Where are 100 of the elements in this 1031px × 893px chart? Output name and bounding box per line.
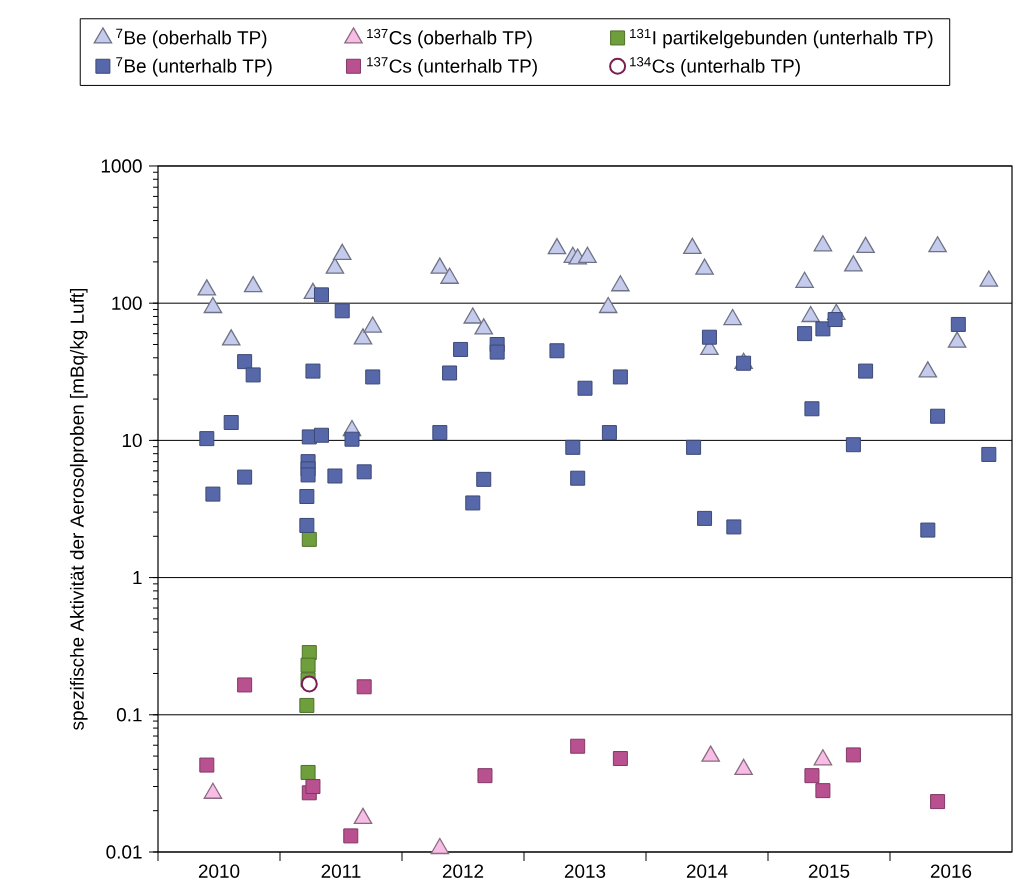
point (920, 522, 936, 538)
legend-label: $^{137}$Cs (unterhalb TP) (367, 57, 537, 77)
point (570, 470, 586, 486)
point (598, 296, 618, 314)
point (578, 246, 597, 263)
legend-label: $^{7}$Be (unterhalb TP) (116, 57, 272, 77)
x-tick-label: 2010 (198, 864, 240, 878)
point (856, 236, 875, 254)
point (463, 307, 483, 324)
point (918, 361, 938, 378)
point (237, 469, 253, 485)
point (947, 331, 967, 348)
point (305, 363, 321, 379)
point (245, 367, 261, 383)
point (305, 779, 321, 795)
point (547, 237, 567, 255)
point (300, 675, 318, 693)
point (223, 415, 239, 430)
point (363, 316, 383, 333)
point (300, 764, 316, 780)
point (701, 329, 717, 345)
point (300, 657, 316, 673)
point (950, 316, 966, 332)
point (795, 271, 814, 288)
point (465, 495, 481, 511)
y-tick-label: 0.01 (106, 845, 142, 859)
point (365, 369, 381, 385)
point (440, 267, 459, 284)
point (804, 768, 820, 784)
x-tick-label: 2013 (564, 864, 606, 878)
y-tick-label: 1000 (101, 159, 142, 173)
x-tick-label: 2015 (808, 864, 850, 878)
point (356, 464, 372, 480)
point (845, 747, 861, 763)
x-tick-label: 2011 (321, 864, 361, 878)
y-tick-label: 1 (133, 571, 142, 585)
legend-label: $^{137}$Cs (oberhalb TP) (367, 28, 532, 49)
point (683, 237, 702, 254)
point (686, 439, 702, 455)
point (353, 328, 373, 345)
point (343, 828, 359, 844)
point (489, 344, 505, 360)
point (549, 343, 565, 359)
point (726, 519, 742, 535)
point (299, 697, 315, 713)
point (827, 312, 843, 328)
point (928, 236, 947, 253)
point (205, 486, 221, 502)
point (601, 425, 617, 441)
point (844, 255, 863, 272)
point (801, 305, 821, 323)
point (845, 437, 861, 453)
y-axis-title: spezifische Aktivität der Aerosolproben [mBq/kg Luft] (69, 288, 88, 730)
point (313, 427, 329, 443)
y-tick-label: 0.1 (116, 708, 142, 722)
point (612, 751, 628, 767)
point (334, 303, 350, 319)
point (697, 510, 713, 526)
point (203, 296, 223, 314)
point (612, 369, 628, 385)
point (332, 243, 352, 260)
point (858, 363, 874, 379)
point (197, 279, 217, 296)
point (199, 757, 215, 773)
x-tick-label: 2014 (686, 864, 728, 878)
point (930, 794, 946, 810)
point (356, 679, 372, 695)
point (979, 270, 999, 287)
point (301, 531, 317, 547)
point (299, 517, 315, 533)
point (570, 738, 586, 754)
point (476, 471, 492, 487)
point (221, 329, 241, 346)
point (199, 431, 215, 447)
point (237, 354, 253, 370)
point (804, 401, 820, 417)
point (815, 783, 831, 799)
legend-label: $^{131}$I partikelgebunden (unterhalb TP) (630, 28, 933, 49)
point (695, 258, 714, 275)
point (243, 275, 263, 293)
point (474, 318, 494, 335)
point (299, 488, 315, 504)
point (432, 425, 448, 441)
legend-label: $^{7}$Be (oberhalb TP) (116, 28, 267, 49)
y-tick-label: 100 (112, 296, 142, 310)
point (930, 408, 946, 424)
point (327, 468, 343, 484)
point (565, 439, 581, 455)
point (611, 275, 630, 292)
point (815, 321, 831, 337)
x-tick-label: 2012 (442, 864, 484, 878)
point (797, 326, 813, 342)
y-tick-label: 10 (122, 433, 142, 448)
point (237, 677, 253, 693)
point (477, 768, 493, 784)
point (723, 308, 742, 326)
point (325, 257, 345, 274)
point (430, 257, 450, 274)
point (344, 431, 360, 447)
point (442, 365, 458, 381)
